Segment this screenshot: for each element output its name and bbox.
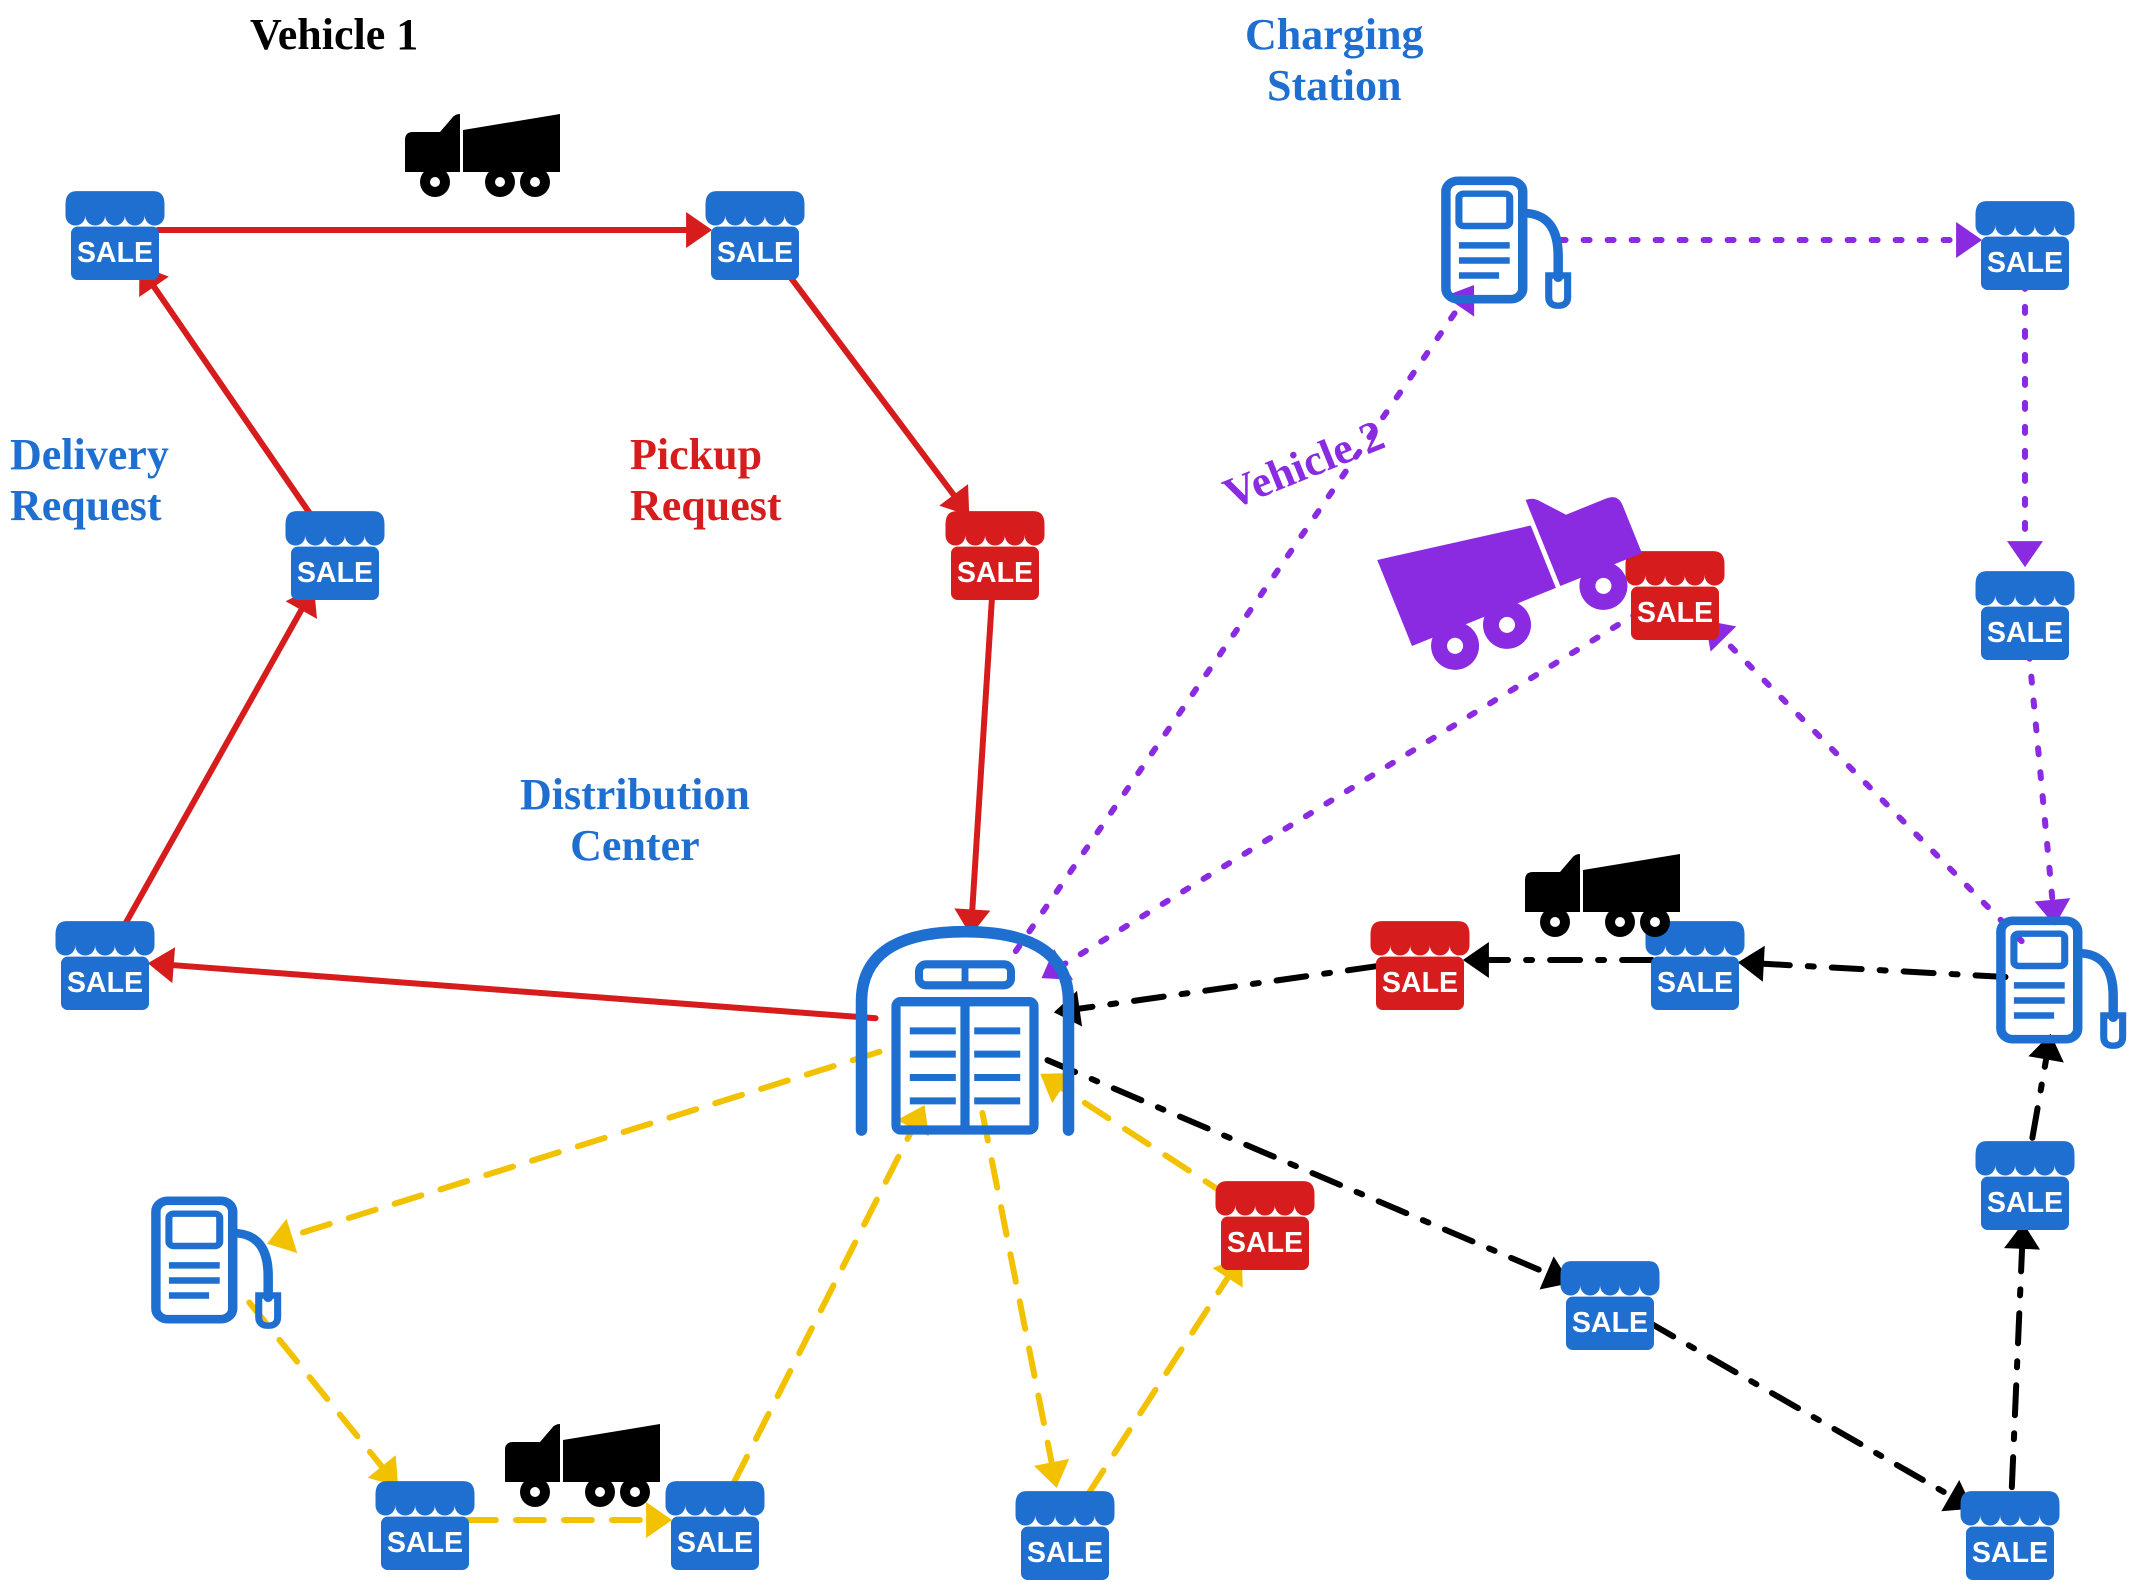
- route-vehicle4: [249, 1052, 1242, 1538]
- truck-t3: [1525, 854, 1680, 937]
- node-depot: [862, 932, 1069, 1130]
- node-s_tl: [66, 191, 165, 280]
- node-s_tr1: [706, 191, 805, 280]
- node-s_br: [1961, 1491, 2060, 1580]
- node-s_y_red: [1216, 1181, 1315, 1270]
- label-delivery_request: Delivery Request: [10, 430, 169, 531]
- diagram-canvas: SALE Vehicle 1 Charging Station Delivery R…: [0, 0, 2131, 1591]
- node-s_y1: [376, 1481, 475, 1570]
- truck-t1: [405, 114, 560, 197]
- truck-t2: [1377, 467, 1657, 683]
- node-s_bl: [56, 921, 155, 1010]
- node-cs_bl: [156, 1201, 278, 1326]
- node-s_y2: [666, 1481, 765, 1570]
- label-pickup_request: Pickup Request: [630, 430, 782, 531]
- node-s_r_low: [1976, 1141, 2075, 1230]
- nodes-layer: [56, 181, 2123, 1580]
- label-distribution_center: Distribution Center: [520, 770, 750, 871]
- node-s_del: [286, 511, 385, 600]
- node-s_black_mid: [1561, 1261, 1660, 1350]
- label-charging_station: Charging Station: [1245, 10, 1423, 111]
- node-s_red_mid: [1626, 551, 1725, 640]
- node-s_y3: [1016, 1491, 1115, 1580]
- route-vehicle1: [126, 212, 992, 1018]
- routes-layer: [126, 212, 2070, 1538]
- truck-t4: [505, 1424, 660, 1507]
- node-cs_top: [1446, 181, 1568, 306]
- route-vehicle2: [1016, 222, 2070, 980]
- route-vehicle3: [1048, 942, 2064, 1511]
- node-s_tr_far: [1976, 201, 2075, 290]
- node-s_r_mid: [1976, 571, 2075, 660]
- label-vehicle1: Vehicle 1: [250, 10, 418, 61]
- diagram-svg: SALE: [0, 0, 2131, 1591]
- node-s_red_row: [1371, 921, 1470, 1010]
- node-s_pick: [946, 511, 1045, 600]
